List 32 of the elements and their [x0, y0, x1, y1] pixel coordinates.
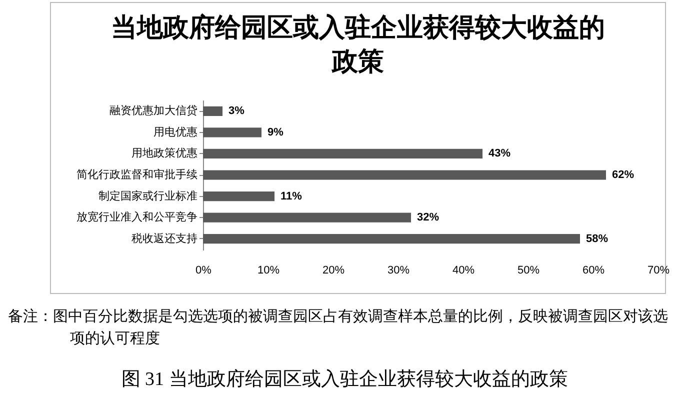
- chart-title: 当地政府给园区或入驻企业获得较大收益的政策: [110, 12, 606, 78]
- data-label: 43%: [488, 148, 511, 160]
- bar: [203, 170, 606, 180]
- data-label: 11%: [280, 190, 302, 202]
- x-tick-label: 10%: [257, 264, 280, 276]
- bar: [203, 106, 222, 116]
- x-tick-label: 20%: [322, 264, 345, 276]
- caption: 图 31 当地政府给园区或入驻企业获得较大收益的政策: [120, 368, 569, 392]
- bar: [203, 212, 411, 222]
- data-label: 3%: [228, 105, 245, 118]
- bar: [203, 234, 580, 244]
- data-label: 62%: [612, 169, 634, 181]
- y-tick-label: 放宽行业准入和公平竞争: [76, 210, 198, 224]
- x-tick-label: 70%: [647, 264, 670, 276]
- y-tick-label: 制定国家或行业标准: [98, 189, 198, 202]
- x-tick-label: 40%: [452, 264, 475, 276]
- data-label: 58%: [586, 232, 608, 245]
- x-tick-label: 60%: [582, 264, 605, 276]
- x-tick-label: 30%: [387, 264, 410, 276]
- y-tick-label: 用电优惠: [154, 125, 198, 138]
- data-label: 9%: [268, 126, 284, 138]
- y-tick-label: 用地政策优惠: [132, 146, 198, 160]
- text: 备注：图中百分比数据是勾选选项的被调查园区占有效调查样本总量的比例，反映被调查园区对该选项的认可程度: [8, 307, 669, 349]
- y-tick-label: 税收返还支持: [132, 232, 198, 245]
- y-tick-label: 简化行政监督和审批手续: [76, 168, 198, 181]
- data-label: 32%: [417, 212, 440, 224]
- x-tick-label: 50%: [517, 264, 540, 276]
- y-tick-label: 融资优惠加大信贷: [110, 104, 198, 118]
- bar: [203, 128, 262, 138]
- bar: [203, 148, 482, 159]
- bar: [203, 191, 274, 202]
- x-tick-label: 0%: [196, 264, 212, 276]
